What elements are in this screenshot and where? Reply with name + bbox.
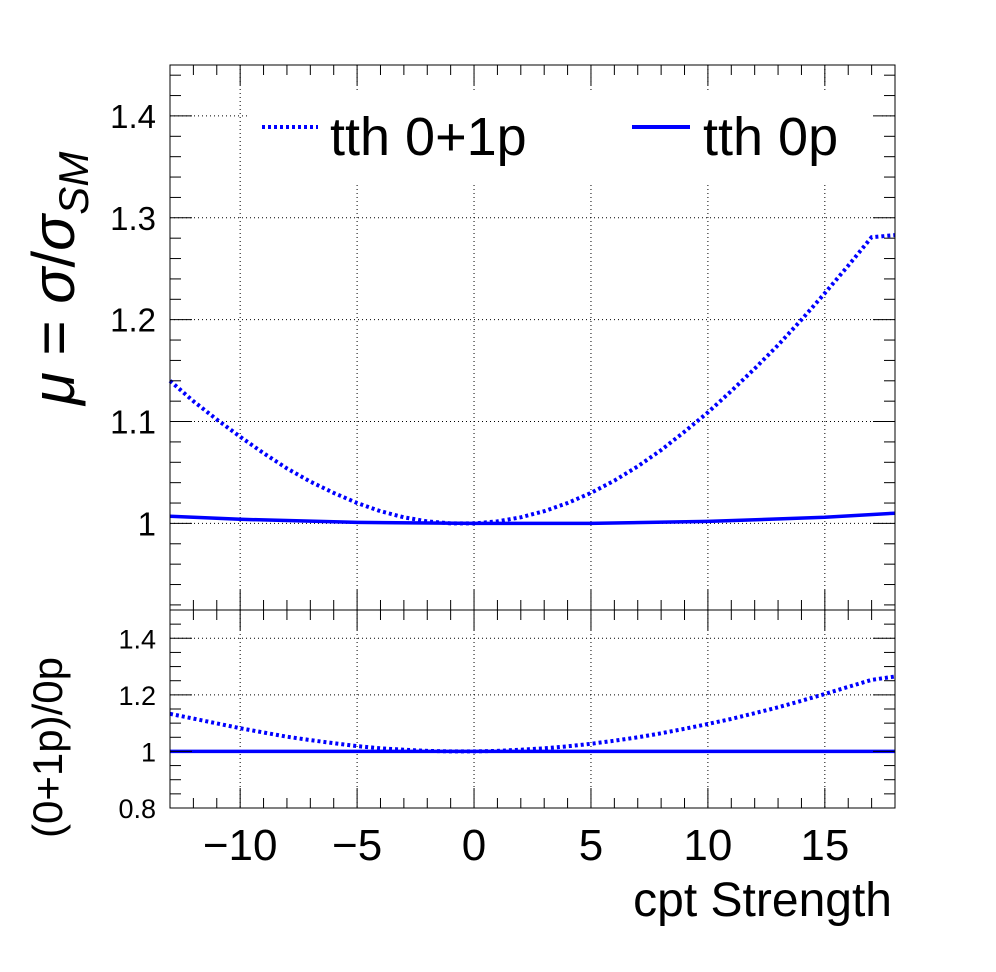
main-y-tick-label: 1 [138, 505, 156, 542]
ratio-plot-frame [169, 609, 896, 809]
ratio-y-axis-title: (0+1p)/0p [24, 657, 71, 838]
ratio-y-tick-label: 1 [141, 737, 156, 767]
legend-background [250, 90, 880, 185]
main-y-tick-label: 1.2 [110, 302, 156, 339]
ratio-y-tick-label: 1.4 [118, 624, 156, 654]
x-tick-label: 15 [800, 821, 849, 870]
legend: tth 0+1p tth 0p [262, 107, 838, 167]
main-y-tick-label: 1.1 [110, 404, 156, 441]
legend-label-1: tth 0+1p [330, 107, 527, 167]
x-tick-label: 0 [462, 821, 486, 870]
legend-label-2: tth 0p [703, 107, 838, 167]
x-tick-label: −5 [332, 821, 382, 870]
main-y-tick-label: 1.4 [110, 98, 156, 135]
ratio-series-dotted-line [169, 674, 896, 754]
x-axis-title: cpt Strength [633, 874, 892, 927]
main-panel: tth 0+1p tth 0p 1 1.1 1.2 1.3 1.4 μ = σ/σSM [20, 64, 896, 611]
ratio-grid [170, 610, 895, 809]
main-series-solid-line [169, 511, 896, 526]
ratio-y-tick-label: 1.2 [118, 681, 156, 711]
x-tick-label: 10 [683, 821, 732, 870]
ratio-axes: −10 −5 0 5 10 15 0.8 1 1.2 1.4 [118, 609, 896, 870]
x-tick-label: 5 [579, 821, 603, 870]
ratio-series [169, 674, 896, 754]
main-series-dotted-line [168, 233, 896, 526]
ratio-panel: −10 −5 0 5 10 15 0.8 1 1.2 1.4 (0+1p)/0p cpt Stre… [24, 609, 896, 927]
ratio-y-tick-label: 0.8 [118, 794, 156, 824]
main-y-axis-title: μ = σ/σSM [20, 152, 97, 407]
main-axes: 1 1.1 1.2 1.3 1.4 [110, 65, 896, 610]
x-tick-label: −10 [203, 821, 278, 870]
main-series [168, 233, 896, 526]
main-y-tick-label: 1.3 [110, 200, 156, 237]
